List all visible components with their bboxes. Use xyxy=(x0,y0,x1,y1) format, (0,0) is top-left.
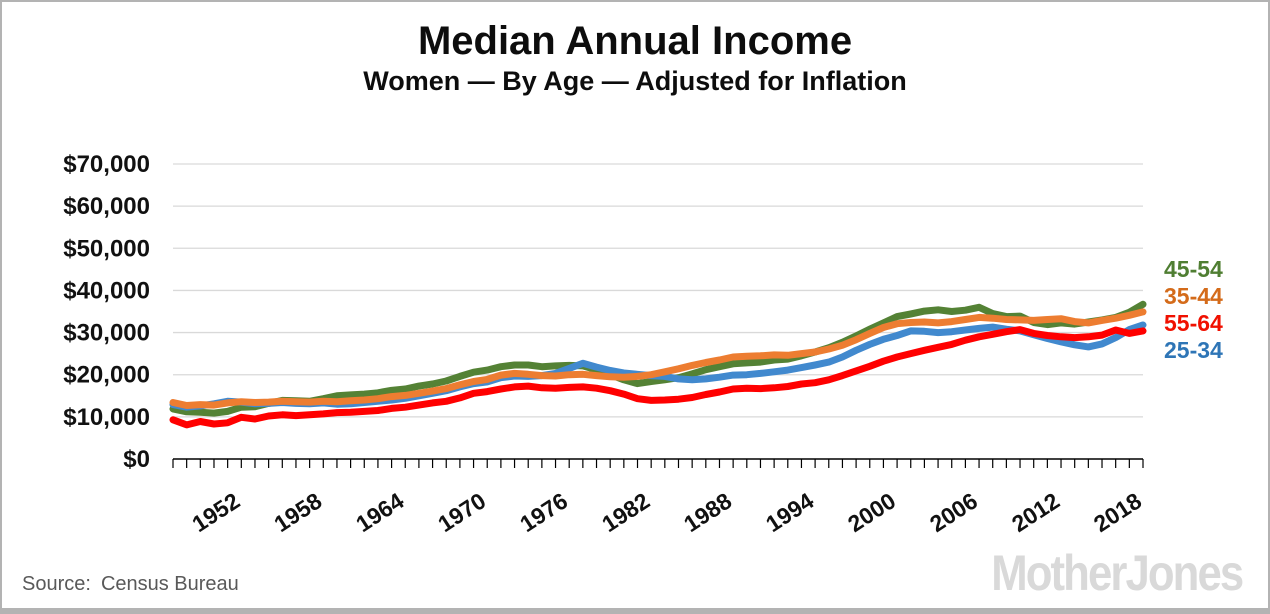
chart-legend: 45-54 35-44 55-64 25-34 xyxy=(1164,256,1264,364)
x-axis-label: 1970 xyxy=(433,487,490,537)
legend-item-45-54: 45-54 xyxy=(1164,256,1223,282)
series-line-55-64 xyxy=(169,326,1147,429)
mother-jones-logo: MotherJones xyxy=(990,544,1244,601)
x-axis-label: 2006 xyxy=(925,487,982,537)
x-axis-label: 1994 xyxy=(761,487,818,537)
x-axis-label: 1988 xyxy=(679,487,736,537)
y-axis-label: $10,000 xyxy=(63,404,150,431)
y-axis-label: $50,000 xyxy=(63,235,150,262)
series-line-35-44 xyxy=(169,308,1147,409)
chart-title: Median Annual Income xyxy=(417,19,853,63)
series-line-25-34 xyxy=(169,321,1147,411)
x-axis-label: 1976 xyxy=(515,487,572,537)
legend-item-55-64: 55-64 xyxy=(1164,310,1223,336)
y-axis-label: $60,000 xyxy=(63,193,150,220)
y-axis-label: $70,000 xyxy=(63,151,150,178)
x-axis-label: 2012 xyxy=(1007,487,1064,537)
x-axis-label: 1982 xyxy=(597,487,654,537)
title-block: Median Annual Income Women — By Age — Ad… xyxy=(2,18,1268,97)
y-axis-label: $20,000 xyxy=(63,362,150,389)
x-axis-label: 1958 xyxy=(269,487,326,537)
y-axis-label: $30,000 xyxy=(63,320,150,347)
source-value: Census Bureau xyxy=(100,573,239,595)
legend-item-25-34: 25-34 xyxy=(1164,337,1223,363)
x-axis-label: 1964 xyxy=(351,487,408,537)
source-label: Source: xyxy=(22,573,91,595)
y-axis-label: $0 xyxy=(123,446,150,473)
y-axis-label: $40,000 xyxy=(63,277,150,304)
legend-item-35-44: 35-44 xyxy=(1164,283,1223,309)
x-axis-label: 1952 xyxy=(187,487,244,537)
series-line-45-54 xyxy=(169,300,1147,417)
source-note: Source: Census Bureau xyxy=(22,573,239,596)
x-axis-label: 2000 xyxy=(843,487,900,537)
x-axis-label: 2018 xyxy=(1089,487,1146,537)
chart-subtitle: Women — By Age — Adjusted for Inflation xyxy=(363,66,907,96)
